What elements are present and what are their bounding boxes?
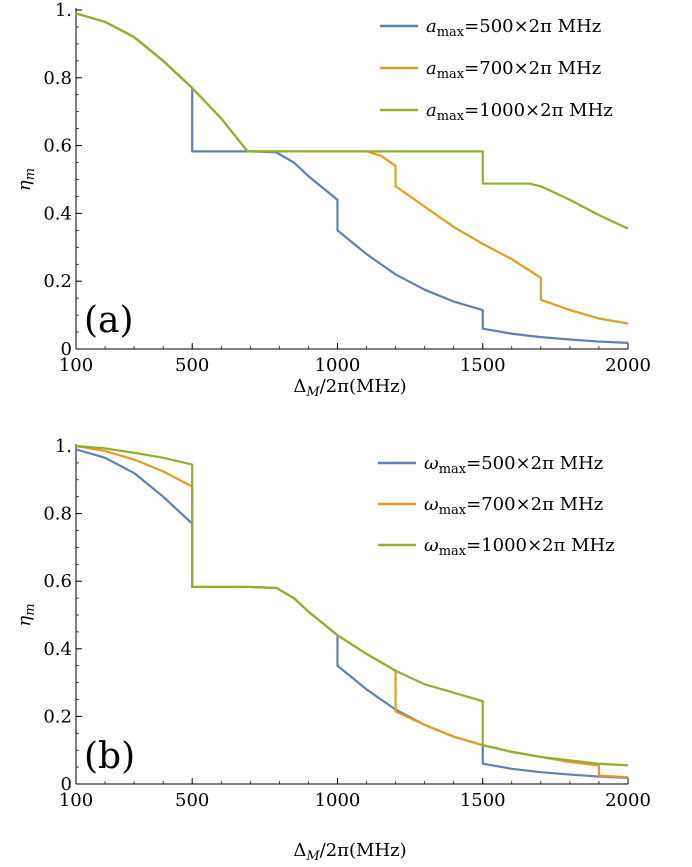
panel-label: (a) (84, 300, 134, 341)
panel-a: 100 500 1000 1500 2000 0 0.2 0.4 0.6 0.8 1. amax=50… (14, 0, 651, 400)
legend-label-2: ωmax=1000×2π MHz (424, 535, 615, 559)
y-tick-label: 0 (61, 339, 72, 360)
series-line-2 (75, 12, 629, 230)
y-tick-label: 0.6 (43, 571, 72, 592)
y-tick-label: 1. (55, 436, 72, 457)
y-tick-label: 0.8 (43, 68, 72, 89)
x-tick-label: 500 (175, 355, 209, 376)
y-tick-label: 0 (61, 774, 72, 795)
legend-label-1: ωmax=700×2π MHz (424, 494, 603, 518)
y-tick-label: 0.4 (43, 203, 72, 224)
x-tick-label: 500 (175, 790, 209, 811)
series-line-2 (75, 444, 629, 767)
x-tick-label: 1500 (460, 790, 506, 811)
y-axis-title: ηm (14, 168, 38, 191)
legend-label-2: amax=1000×2π MHz (426, 100, 613, 124)
x-axis-title: ΔM/2π(MHz) (293, 840, 406, 864)
legend-label-0: ωmax=500×2π MHz (424, 453, 603, 477)
x-tick-label: 2000 (605, 355, 651, 376)
y-tick-label: 0.4 (43, 639, 72, 660)
y-tick-label: 0.2 (43, 706, 72, 727)
y-tick-label: 0.6 (43, 136, 72, 157)
x-tick-label: 1000 (315, 790, 361, 811)
y-axis-title: ηm (14, 603, 38, 626)
legend-label-1: amax=700×2π MHz (426, 58, 601, 82)
x-tick-label: 1000 (315, 355, 361, 376)
y-tick-label: 1. (55, 0, 72, 21)
panel-label: (b) (84, 736, 135, 777)
x-axis-title: ΔM/2π(MHz) (293, 376, 406, 400)
panel-b: 100 500 1000 1500 2000 0 0.2 0.4 0.6 0.8 1. ωmax=50… (14, 436, 651, 864)
x-tick-label: 1500 (460, 355, 506, 376)
x-tick-label: 100 (59, 355, 93, 376)
x-tick-label: 2000 (605, 790, 651, 811)
y-tick-label: 0.8 (43, 504, 72, 525)
x-tick-label: 100 (59, 790, 93, 811)
y-tick-label: 0.2 (43, 271, 72, 292)
legend-label-0: amax=500×2π MHz (426, 16, 601, 40)
